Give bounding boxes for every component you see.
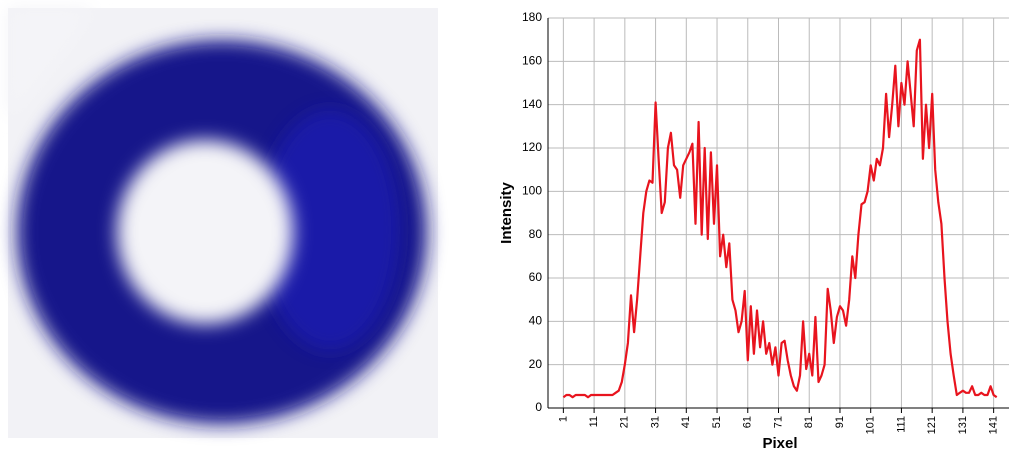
ring-hole xyxy=(117,140,293,324)
y-tick-label: 40 xyxy=(529,314,543,328)
ring-image xyxy=(8,8,438,438)
x-axis-label: Pixel xyxy=(762,435,797,452)
x-tick-label: 51 xyxy=(711,416,723,428)
x-tick-label: 21 xyxy=(619,416,631,428)
x-tick-label: 111 xyxy=(895,416,907,433)
x-tick-label: 71 xyxy=(772,416,784,428)
y-tick-label: 60 xyxy=(529,270,543,284)
x-tick-label: 131 xyxy=(957,416,969,434)
x-tick-label: 141 xyxy=(988,416,1000,434)
y-tick-label: 20 xyxy=(529,357,543,371)
x-tick-label: 1 xyxy=(557,416,569,422)
y-tick-label: 160 xyxy=(522,54,542,68)
x-tick-label: 61 xyxy=(742,416,754,428)
x-tick-label: 121 xyxy=(926,416,938,434)
y-tick-label: 0 xyxy=(535,400,542,414)
ring-highlight xyxy=(260,110,400,350)
y-tick-label: 80 xyxy=(529,227,543,241)
y-tick-label: 100 xyxy=(522,184,542,198)
image-corner xyxy=(8,8,95,120)
y-tick-label: 140 xyxy=(522,97,542,111)
x-tick-label: 101 xyxy=(865,416,877,434)
y-axis-label: Intensity xyxy=(498,182,515,244)
x-tick-label: 41 xyxy=(680,416,692,428)
data-line xyxy=(562,38,998,399)
x-tick-label: 81 xyxy=(803,416,815,428)
x-tick-label: 11 xyxy=(588,416,600,427)
x-tick-label: 31 xyxy=(649,416,661,428)
x-tick-label: 91 xyxy=(834,416,846,428)
y-tick-label: 180 xyxy=(522,10,542,24)
y-tick-label: 120 xyxy=(522,140,542,154)
